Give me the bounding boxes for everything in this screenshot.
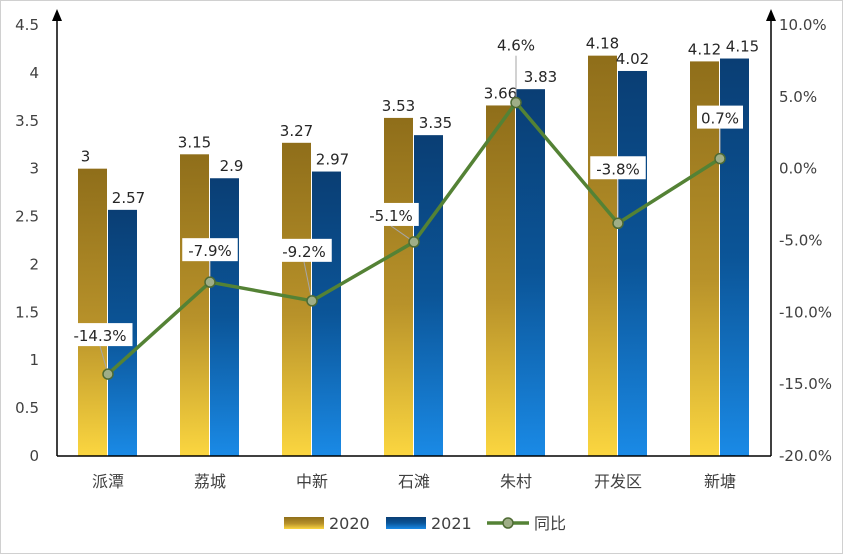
y-axis-right-arrow: [766, 9, 776, 21]
x-tick-label: 新塘: [704, 472, 736, 491]
y-tick-label: 1.5: [15, 303, 39, 321]
bar-2020: [384, 117, 413, 456]
bar-2021: [210, 178, 239, 456]
yoy-value-label: -5.1%: [369, 207, 413, 225]
yoy-point: [408, 236, 420, 248]
yoy-point: [612, 217, 624, 230]
yoy-value-label: -3.8%: [596, 160, 640, 178]
yoy-point: [204, 276, 216, 288]
legend-swatch-2020: [284, 517, 324, 529]
yoy-point: [102, 368, 114, 380]
bar-value-label: 3.83: [524, 68, 557, 86]
yoy-value-label: 4.6%: [497, 37, 535, 55]
y-tick-label: 3.5: [15, 112, 39, 130]
legend-label-yoy: 同比: [534, 514, 566, 533]
x-tick-label: 中新: [296, 472, 328, 491]
bar-value-label: 4.15: [726, 38, 759, 56]
bar-value-label: 2.57: [112, 189, 145, 207]
bar-2020: [486, 105, 515, 456]
bar-value-label: 3.35: [419, 114, 452, 132]
y-tick-label: 3: [29, 160, 39, 178]
x-tick-label: 开发区: [594, 472, 642, 491]
yoy-value-label: -7.9%: [188, 242, 232, 260]
bar-value-label: 3.66: [484, 84, 517, 102]
bar-2021: [312, 171, 341, 457]
yoy-point: [510, 96, 522, 109]
y2-tick-label: -20.0%: [779, 447, 832, 465]
y2-tick-label: 10.0%: [779, 16, 827, 34]
yoy-value-label: 0.7%: [701, 110, 739, 128]
yoy-label-box: [182, 238, 238, 262]
bar-2020: [588, 55, 617, 456]
y-tick-label: 2.5: [15, 208, 39, 226]
bar-2021: [414, 135, 443, 456]
yoy-label-box: [493, 32, 539, 56]
yoy-point: [306, 295, 318, 307]
y2-tick-label: 5.0%: [779, 88, 817, 106]
y2-tick-label: 0.0%: [779, 160, 817, 178]
y-tick-label: 1: [29, 351, 39, 369]
y-tick-label: 4.5: [15, 16, 39, 34]
y2-tick-label: -5.0%: [779, 232, 823, 250]
legend-swatch-yoy-marker: [502, 517, 514, 529]
legend-swatch-2021: [386, 517, 426, 529]
x-tick-label: 朱村: [500, 472, 532, 491]
bar-value-label: 3.27: [280, 122, 313, 140]
bar-value-label: 3.15: [178, 133, 211, 151]
legend-label-2021: 2021: [431, 514, 472, 533]
bar-value-label: 3.53: [382, 97, 415, 115]
yoy-label-box: [697, 105, 743, 129]
x-tick-label: 派潭: [92, 472, 124, 491]
x-tick-label: 荔城: [194, 472, 226, 491]
yoy-label-box: [590, 156, 646, 180]
yoy-value-label: -9.2%: [282, 243, 326, 261]
bar-value-label: 2.9: [220, 157, 244, 175]
y-tick-label: 0.5: [15, 399, 39, 417]
x-tick-label: 石滩: [398, 472, 430, 491]
y2-tick-label: -15.0%: [779, 375, 832, 393]
yoy-label-box: [276, 238, 332, 262]
bar-value-label: 2.97: [316, 151, 349, 169]
legend-label-2020: 2020: [329, 514, 370, 533]
y-tick-label: 0: [29, 447, 39, 465]
y-tick-label: 4: [29, 64, 39, 82]
bar-2021: [516, 89, 545, 456]
yoy-label-box: [363, 202, 419, 226]
bar-2021: [618, 70, 647, 457]
yoy-value-label: -14.3%: [73, 327, 126, 345]
yoy-point: [714, 152, 726, 165]
y-axis-left-arrow: [52, 9, 62, 21]
bar-value-label: 4.12: [688, 40, 721, 58]
bar-2020: [78, 168, 107, 456]
y-tick-label: 2: [29, 255, 39, 273]
yoy-label-box: [67, 323, 133, 347]
bar-value-label: 4.02: [616, 50, 649, 68]
y2-tick-label: -10.0%: [779, 303, 832, 321]
bar-value-label: 3: [81, 148, 91, 166]
bar-value-label: 4.18: [586, 35, 619, 53]
yoy-leader-line: [303, 261, 313, 301]
